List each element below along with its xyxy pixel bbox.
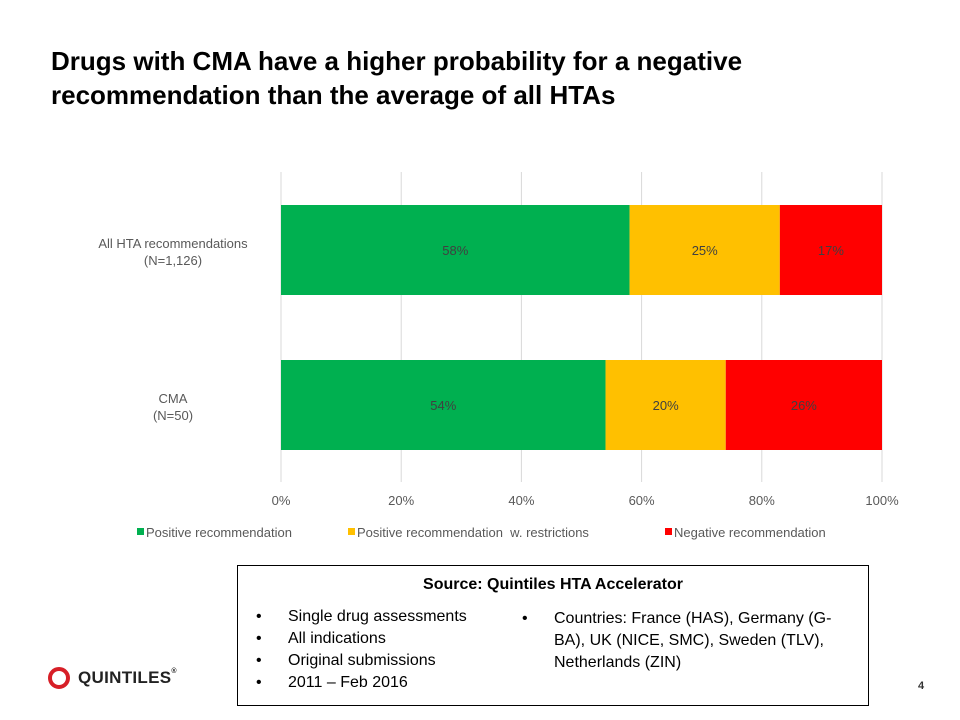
source-left-list: • Single drug assessments • All indication… — [254, 606, 524, 694]
x-tick-label: 100% — [865, 493, 899, 508]
data-label: 58% — [442, 243, 468, 258]
bullet-icon: • — [522, 610, 528, 627]
bar-segment — [281, 360, 606, 450]
bullet-icon: • — [256, 630, 262, 647]
x-tick-label: 60% — [629, 493, 655, 508]
data-label: 20% — [653, 398, 679, 413]
bullet-icon: • — [256, 608, 262, 625]
source-box: Source: Quintiles HTA Accelerator • Singl… — [237, 565, 869, 706]
category-label: All HTA recommendations — [98, 236, 248, 251]
page-number: 4 — [918, 680, 925, 692]
slide-title: Drugs with CMA have a higher probability… — [51, 46, 743, 110]
logo-text: QUINTILES® — [78, 668, 177, 687]
source-bullet: • Countries: France (HAS), Germany (G-BA)… — [522, 610, 832, 671]
category-sublabel: (N=50) — [153, 408, 193, 423]
source-bullet: • Original submissions — [254, 650, 524, 672]
x-tick-label: 20% — [388, 493, 414, 508]
legend-swatch — [665, 528, 672, 535]
logo-ring-icon — [48, 667, 70, 689]
bar-segment — [779, 205, 882, 295]
x-tick-label: 80% — [749, 493, 775, 508]
source-bullet: • All indications — [254, 628, 524, 650]
legend-label: Positive recommendation w. restrictions — [357, 525, 589, 540]
bar-segment — [725, 360, 882, 450]
legend-swatch — [348, 528, 355, 535]
data-label: 25% — [692, 243, 718, 258]
source-bullet: • Single drug assessments — [254, 606, 524, 628]
bar-segment — [605, 360, 726, 450]
category-sublabel: (N=1,126) — [144, 253, 202, 268]
category-label: CMA — [159, 391, 188, 406]
source-title: Source: Quintiles HTA Accelerator — [423, 576, 683, 593]
legend-swatch — [137, 528, 144, 535]
x-tick-label: 40% — [508, 493, 534, 508]
data-label: 54% — [430, 398, 456, 413]
stacked-bar-chart: 0% 20% 40% 60% 80% 100% 58% 25% 17% All HTA recom… — [98, 172, 899, 540]
bullet-icon: • — [256, 652, 262, 669]
quintiles-logo: QUINTILES® — [48, 667, 177, 689]
data-label: 17% — [818, 243, 844, 258]
bar-segment — [629, 205, 780, 295]
legend-label: Negative recommendation — [674, 525, 826, 540]
bar-segment — [281, 205, 630, 295]
x-tick-label: 0% — [272, 493, 291, 508]
legend-label: Positive recommendation — [146, 525, 292, 540]
source-bullet: • 2011 – Feb 2016 — [254, 672, 524, 694]
data-label: 26% — [791, 398, 817, 413]
source-right-list: • Countries: France (HAS), Germany (G-BA)… — [520, 608, 860, 674]
bullet-icon: • — [256, 674, 262, 691]
